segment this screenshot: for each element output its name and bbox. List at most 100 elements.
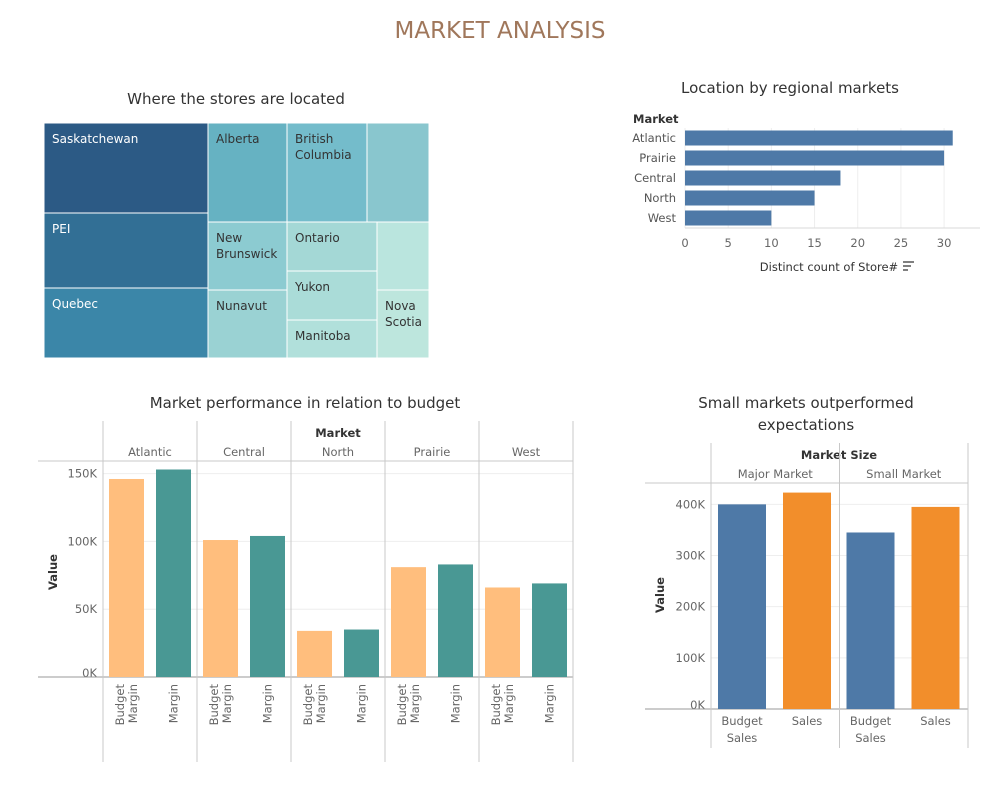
treemap-cell-label: Yukon [294, 280, 330, 294]
panel-header-label: North [322, 445, 354, 459]
measure-label: Sales [920, 714, 951, 728]
size-chart-title-line-1: Small markets outperformed [698, 394, 913, 412]
regional-x-tick-label: 30 [937, 236, 952, 250]
regional-x-tick-label: 20 [850, 236, 865, 250]
measure-label: Budget [395, 684, 409, 726]
treemap-cell[interactable] [43, 212, 209, 289]
bar-budget-sales[interactable] [846, 532, 895, 709]
dashboard-title: MARKET ANALYSIS [395, 18, 606, 44]
treemap-cell-label: British Columbia [295, 132, 352, 162]
measure-label: Sales [727, 731, 758, 745]
regional-x-tick-label: 25 [894, 236, 909, 250]
regional-bar[interactable] [685, 150, 945, 166]
bar-budget-sales[interactable] [718, 504, 766, 709]
performance-chart-panel: Market performance in relation to budget… [38, 394, 574, 762]
bar-margin[interactable] [532, 583, 567, 677]
measure-label: Sales [855, 731, 886, 745]
regional-bars: Atlantic Prairie Central North West [632, 130, 953, 226]
y-tick-label: 100K [68, 534, 98, 548]
treemap-panel: Where the stores are located Saskatchewa… [43, 90, 430, 359]
treemap-cell[interactable] [43, 122, 209, 214]
regional-category-label: Central [634, 171, 676, 185]
regional-x-tick-label: 0 [681, 236, 688, 250]
measure-label: Margin [220, 684, 234, 723]
bar-budget-margin[interactable] [485, 587, 520, 677]
bar-sales[interactable] [783, 492, 831, 709]
measure-label: Budget [489, 684, 503, 726]
bar-budget-margin[interactable] [109, 478, 144, 677]
measure-label: Margin [355, 684, 369, 723]
measure-label: Margin [408, 684, 422, 723]
measure-label: Margin [126, 684, 140, 723]
bar-margin[interactable] [250, 535, 285, 677]
y-tick-label: 0K [82, 666, 97, 680]
panel-header-label: Small Market [866, 467, 942, 481]
bar-margin[interactable] [156, 469, 191, 677]
treemap-cell[interactable] [376, 289, 430, 359]
regional-x-axis-label: Distinct count of Store# [760, 260, 898, 274]
regional-row-header: Market [633, 112, 679, 126]
treemap-cell-label: Ontario [295, 231, 340, 245]
treemap-cell-label: Quebec [52, 297, 98, 311]
treemap-cell-label: Saskatchewan [52, 132, 138, 146]
bar-budget-margin[interactable] [203, 540, 238, 677]
measure-label: Budget [301, 684, 315, 726]
bar-sales[interactable] [911, 506, 960, 709]
treemap-cell[interactable] [286, 122, 368, 223]
performance-chart-title: Market performance in relation to budget [150, 394, 461, 412]
treemap-cell-label: Nova Scotia [385, 299, 422, 329]
performance-column-header: Market [315, 426, 361, 440]
y-tick-label: 0K [690, 698, 705, 712]
regional-x-tick-label: 15 [807, 236, 822, 250]
treemap-title: Where the stores are located [127, 90, 345, 108]
size-y-axis-label: Value [653, 577, 667, 613]
size-chart-title-line-2: expectations [758, 416, 855, 434]
treemap-cell[interactable] [207, 221, 288, 291]
performance-y-axis-label: Value [46, 554, 60, 590]
measure-label: Margin [543, 684, 557, 723]
regional-bar-chart-panel: Location by regional markets Market Atla… [632, 79, 980, 274]
measure-label: Margin [167, 684, 181, 723]
treemap-cell-label: PEI [52, 222, 70, 236]
measure-label: Budget [850, 714, 892, 728]
treemap-cell-label: Manitoba [295, 329, 351, 343]
treemap-cell[interactable] [286, 270, 378, 321]
measure-label: Sales [792, 714, 823, 728]
measure-label: Margin [261, 684, 275, 723]
panel-header-label: Central [223, 445, 265, 459]
treemap-cell[interactable] [207, 122, 288, 223]
bar-margin[interactable] [344, 629, 379, 677]
treemap-cell[interactable] [286, 221, 378, 272]
treemap-cell[interactable] [207, 289, 288, 359]
treemap-cell[interactable] [366, 122, 430, 223]
panel-header-label: West [512, 445, 541, 459]
market-size-chart-panel: Small markets outperformed expectations … [645, 394, 969, 748]
measure-label: Budget [113, 684, 127, 726]
regional-category-label: West [648, 211, 677, 225]
regional-category-label: North [644, 191, 676, 205]
y-tick-label: 200K [676, 600, 706, 614]
regional-bar[interactable] [685, 130, 953, 146]
sort-icon[interactable] [903, 261, 914, 271]
regional-bar[interactable] [685, 190, 815, 206]
treemap-cell[interactable] [286, 319, 378, 359]
panel-header-label: Prairie [414, 445, 451, 459]
measure-label: Budget [207, 684, 221, 726]
size-plot: 0K 100K 200K 300K 400K Major Market Budget Sale… [645, 443, 969, 748]
bar-margin[interactable] [438, 564, 473, 677]
y-tick-label: 100K [676, 651, 706, 665]
y-tick-label: 150K [68, 467, 98, 481]
bar-budget-margin[interactable] [391, 567, 426, 677]
measure-label: Margin [314, 684, 328, 723]
measure-label: Budget [721, 714, 763, 728]
bar-budget-margin[interactable] [297, 630, 332, 677]
treemap-cell-label: Nunavut [216, 299, 267, 313]
y-tick-label: 400K [676, 497, 706, 511]
regional-bar[interactable] [685, 210, 772, 226]
treemap-cell[interactable] [43, 287, 209, 359]
regional-bar[interactable] [685, 170, 841, 186]
regional-chart-title: Location by regional markets [681, 79, 899, 97]
treemap-cell[interactable] [376, 221, 430, 291]
